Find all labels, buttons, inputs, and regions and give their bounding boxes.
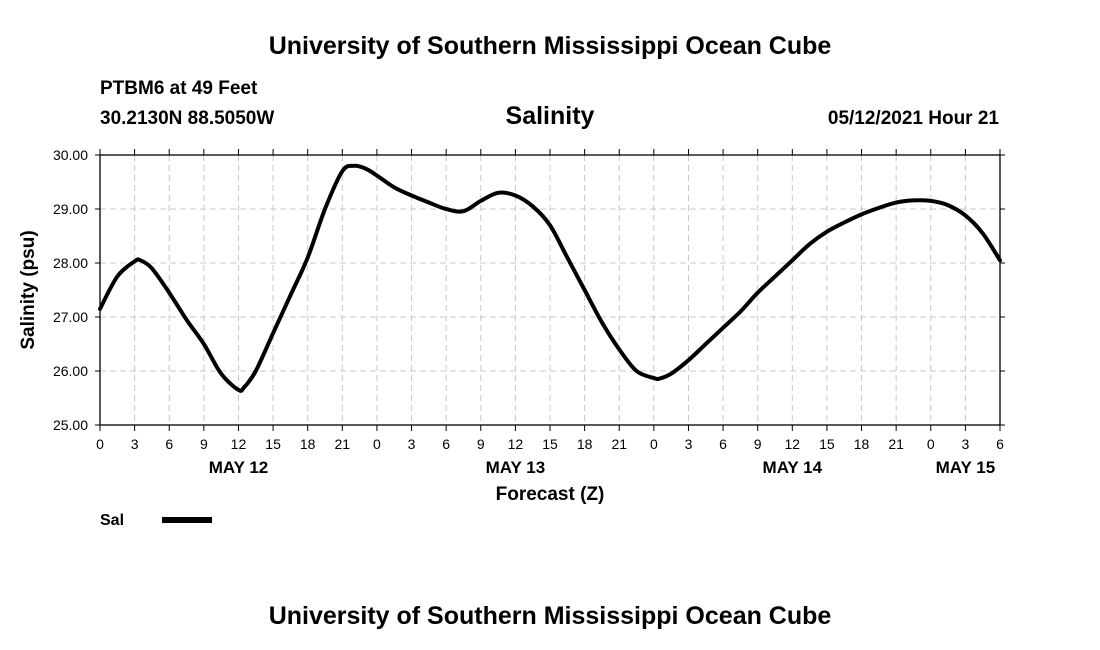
date-label: MAY 12	[209, 458, 269, 477]
y-tick-labels: 25.00 26.00 27.00 28.00 29.00 30.00	[53, 147, 88, 433]
x-tick-label: 0	[650, 436, 658, 452]
x-tick-label: 6	[719, 436, 727, 452]
y-tick-label: 27.00	[53, 309, 88, 325]
x-tick-label: 3	[408, 436, 416, 452]
x-tick-label: 6	[165, 436, 173, 452]
y-axis-label: Salinity (psu)	[18, 230, 39, 349]
x-tick-label: 0	[96, 436, 104, 452]
x-tick-label: 15	[819, 436, 835, 452]
x-tick-label: 18	[300, 436, 316, 452]
x-tick-label: 12	[231, 436, 247, 452]
x-tick-label: 21	[611, 436, 627, 452]
legend-label: Sal	[100, 512, 124, 529]
y-tick-label: 26.00	[53, 363, 88, 379]
top-title: University of Southern Mississippi Ocean…	[269, 32, 832, 60]
x-tick-label: 3	[131, 436, 139, 452]
series-line-sal	[98, 163, 1002, 393]
x-tick-label: 0	[927, 436, 935, 452]
date-labels: MAY 12 MAY 13 MAY 14 MAY 15	[209, 458, 995, 477]
date-label: MAY 15	[936, 458, 996, 477]
x-tick-label: 12	[785, 436, 801, 452]
x-tick-label: 6	[996, 436, 1004, 452]
x-tick-label: 12	[508, 436, 524, 452]
x-tick-label: 21	[335, 436, 351, 452]
x-tick-label: 15	[265, 436, 281, 452]
x-tick-label: 0	[373, 436, 381, 452]
x-tick-label: 9	[754, 436, 762, 452]
y-tick-label: 29.00	[53, 201, 88, 217]
y-tick-label: 30.00	[53, 147, 88, 163]
date-label: MAY 14	[763, 458, 823, 477]
bottom-title: University of Southern Mississippi Ocean…	[269, 602, 832, 630]
legend: Sal	[100, 512, 212, 529]
chart-title: Salinity	[506, 102, 595, 130]
x-axis-label: Forecast (Z)	[496, 484, 605, 505]
x-tick-label: 6	[442, 436, 450, 452]
x-tick-label: 3	[961, 436, 969, 452]
grid-lines	[100, 155, 1000, 425]
station-label: PTBM6 at 49 Feet	[100, 78, 258, 99]
x-tick-label: 3	[685, 436, 693, 452]
y-tick-label: 25.00	[53, 417, 88, 433]
coordinates-label: 30.2130N 88.5050W	[100, 108, 274, 129]
datetime-label: 05/12/2021 Hour 21	[828, 108, 1000, 129]
x-tick-label: 18	[854, 436, 870, 452]
x-tick-label: 9	[477, 436, 485, 452]
y-tick-label: 28.00	[53, 255, 88, 271]
x-tick-labels: 0 3 6 9 12 15 18 21 0 3 6 9 12 15 18 21 0 3 6 9 12 15 18 21 0 3 6	[96, 436, 1004, 452]
x-tick-label: 18	[577, 436, 593, 452]
x-tick-label: 15	[542, 436, 558, 452]
series-layer	[98, 163, 1002, 393]
axis-ticks	[95, 149, 1005, 431]
plot-frame	[99, 154, 1001, 426]
x-tick-label: 9	[200, 436, 208, 452]
x-tick-label: 21	[888, 436, 904, 452]
date-label: MAY 13	[486, 458, 546, 477]
